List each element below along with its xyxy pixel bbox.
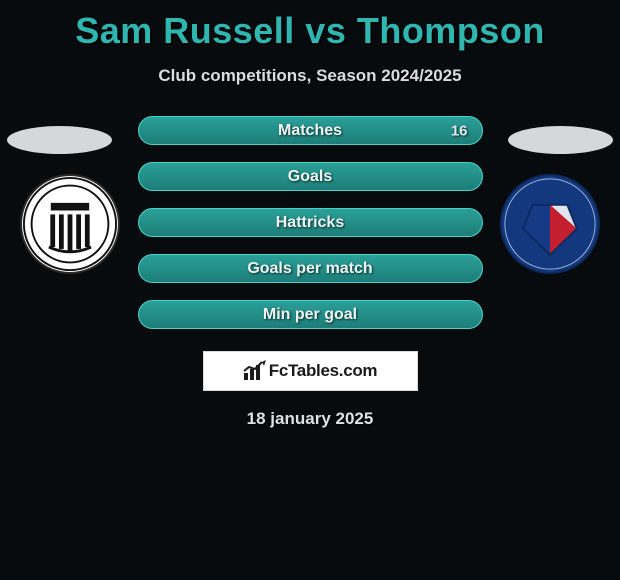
brand-box[interactable]: FcTables.com [203, 351, 418, 391]
stat-bar-min-per-goal: Min per goal [138, 300, 483, 329]
chart-icon [243, 360, 267, 382]
stat-bars: Matches 16 Goals Hattricks Goals per mat… [138, 116, 483, 329]
brand-label: FcTables.com [269, 361, 378, 381]
stat-label: Hattricks [276, 214, 344, 232]
stat-bar-goals: Goals [138, 162, 483, 191]
stat-value-right: 16 [451, 122, 468, 139]
comparison-stage: Matches 16 Goals Hattricks Goals per mat… [0, 116, 620, 429]
club-badge-left [20, 174, 120, 274]
club-crest-left-icon [22, 176, 118, 272]
page-title: Sam Russell vs Thompson [0, 0, 620, 52]
page-subtitle: Club competitions, Season 2024/2025 [0, 66, 620, 86]
stat-bar-goals-per-match: Goals per match [138, 254, 483, 283]
stat-label: Matches [278, 122, 342, 140]
player-head-left [7, 126, 112, 154]
stat-bar-hattricks: Hattricks [138, 208, 483, 237]
stat-label: Min per goal [263, 306, 357, 324]
club-crest-right-icon [502, 176, 598, 272]
player-head-right [508, 126, 613, 154]
stat-label: Goals per match [247, 260, 372, 278]
club-badge-right [500, 174, 600, 274]
stat-bar-matches: Matches 16 [138, 116, 483, 145]
date-label: 18 january 2025 [0, 409, 620, 429]
stat-label: Goals [288, 168, 332, 186]
